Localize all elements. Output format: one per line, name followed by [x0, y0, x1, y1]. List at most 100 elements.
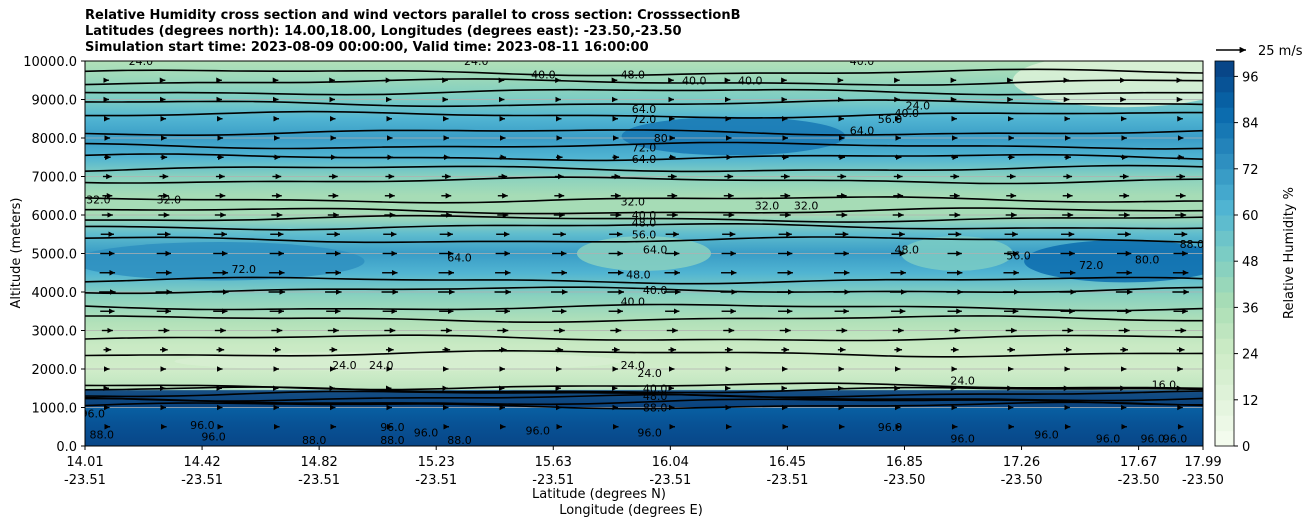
colorbar-tick-label: 96	[1242, 70, 1259, 85]
contour-label: 96.0	[1140, 432, 1165, 445]
colorbar-cell	[1215, 184, 1234, 201]
x-tick-lat: 14.82	[301, 455, 338, 470]
contour-label: 32.0	[621, 196, 646, 209]
colorbar-ticks: 0 12 24 36 48 60 72 84 96	[1234, 70, 1259, 455]
contour-line	[85, 223, 1203, 231]
chart-title: Relative Humidity cross section and wind…	[85, 8, 741, 56]
colorbar-cell	[1215, 399, 1234, 416]
colorbar-tick-label: 0	[1242, 440, 1250, 455]
contour-label: 96.0	[1034, 428, 1059, 441]
contour-label: 16.0	[1152, 378, 1177, 391]
contour-label: 24.0	[621, 359, 646, 372]
y-tick-label: 8000.0	[32, 132, 78, 147]
quiver-key: 25 m/s	[1216, 44, 1303, 59]
contour-label: 40.0	[738, 74, 763, 87]
colorbar-cell	[1215, 199, 1234, 216]
colorbar-cell	[1215, 338, 1234, 355]
contour-line	[85, 88, 1203, 96]
colorbar-cell	[1215, 353, 1234, 370]
title-line-3: Simulation start time: 2023-08-09 00:00:…	[85, 40, 649, 55]
x-tick-lon: -23.50	[884, 473, 926, 488]
x-tick-lat: 17.99	[1184, 455, 1221, 470]
colorbar-tick-label: 12	[1242, 394, 1259, 409]
colorbar-cell	[1215, 230, 1234, 247]
contour-label: 88.0	[447, 434, 472, 447]
contour-line	[85, 99, 1203, 108]
colorbar-cell	[1215, 369, 1234, 385]
contour-label: 24.0	[464, 55, 489, 68]
y-tick-label: 10000.0	[23, 55, 77, 70]
colorbar-tick-label: 84	[1242, 117, 1259, 132]
contour-line	[85, 401, 1203, 410]
contour-label: 32.0	[157, 194, 182, 207]
contour-line	[85, 350, 1203, 358]
contour-label: 48.0	[621, 68, 646, 81]
contour-label: 40.0	[632, 209, 657, 222]
x-tick-lat: 15.63	[535, 455, 572, 470]
x-tick-lat: 15.23	[418, 455, 455, 470]
contour-label: 48.0	[894, 244, 919, 257]
contour-line	[85, 110, 1203, 119]
y-axis: 0.0 1000.0 2000.0 3000.0 4000.0 5000.0 6000.0 7…	[23, 55, 85, 455]
contour-label: 40.0	[531, 68, 556, 81]
colorbar: 0 12 24 36 48 60 72 84 96 Relative Humidity %	[1214, 60, 1297, 455]
contour-label: 40.0	[621, 296, 646, 309]
contour-label: 32.0	[794, 199, 819, 212]
colorbar-frame	[1214, 60, 1235, 447]
contour-label: 96.0	[81, 407, 106, 420]
y-tick-label: 4000.0	[32, 286, 78, 301]
contour-line	[85, 382, 1203, 391]
contour-label: 64.0	[632, 153, 657, 166]
contour-label: 56.0	[632, 228, 657, 241]
y-tick-label: 6000.0	[32, 209, 78, 224]
contour-label: 88.0	[1180, 238, 1205, 251]
contour-line	[85, 78, 1203, 86]
contour-line	[85, 214, 1203, 223]
colorbar-cell	[1215, 430, 1234, 447]
contour-label: 80	[654, 132, 668, 145]
colorbar-cell	[1215, 415, 1234, 432]
colorbar-cell	[1215, 107, 1234, 124]
contour-label: 32.0	[755, 199, 780, 212]
x-tick-lon: -23.51	[64, 473, 106, 488]
y-tick-label: 9000.0	[32, 94, 78, 109]
contour-label: 56.0	[1006, 249, 1031, 262]
colorbar-cell	[1215, 245, 1234, 262]
colorbar-cell	[1215, 61, 1234, 77]
contour-label: 48.0	[632, 217, 657, 230]
colorbar-tick-label: 36	[1242, 301, 1259, 316]
contour-label: 64.0	[643, 244, 668, 257]
y-axis-label: Altitude (meters)	[9, 198, 24, 309]
colorbar-cell	[1215, 168, 1234, 185]
contour-label: 80.0	[1135, 253, 1160, 266]
contour-line	[85, 68, 1203, 77]
contour-label: 96.0	[1096, 432, 1121, 445]
contour-label: 24.0	[950, 375, 975, 388]
contour-label: 48.0	[626, 269, 651, 282]
contour-label: 32.0	[86, 194, 111, 207]
contour-label: 64.0	[850, 124, 875, 137]
y-tick-label: 0.0	[56, 440, 77, 455]
x-axis-label-latitude: Latitude (degrees N)	[532, 487, 666, 502]
contour-label: 48.0	[643, 390, 668, 403]
title-line-2: Latitudes (degrees north): 14.00,18.00, …	[85, 24, 682, 39]
contour-label: 96.0	[526, 425, 551, 438]
colorbar-cell	[1215, 384, 1234, 401]
contour-label: 40.0	[682, 74, 707, 87]
x-axis: 14.01 -23.51 14.42 -23.51 14.82 -23.51 15.23 -2…	[64, 446, 1224, 488]
colorbar-cell	[1215, 91, 1234, 108]
x-tick-lat: 14.42	[183, 455, 220, 470]
contour-label: 72.0	[232, 263, 257, 276]
x-tick-lon: -23.51	[415, 473, 457, 488]
colorbar-cell	[1215, 322, 1234, 339]
x-tick-lat: 16.85	[886, 455, 923, 470]
x-tick-lat: 17.67	[1120, 455, 1157, 470]
colorbar-cell	[1215, 122, 1234, 139]
contour-label: 40.0	[894, 107, 919, 120]
contour-label: 24.0	[129, 55, 154, 68]
x-tick-lat: 14.01	[66, 455, 103, 470]
plot-area: 24.0 24.040.0 48.0 40.0 40.040.064.072.08064…	[81, 55, 1205, 447]
x-tick-lon: -23.51	[298, 473, 340, 488]
x-tick-lon: -23.51	[649, 473, 691, 488]
